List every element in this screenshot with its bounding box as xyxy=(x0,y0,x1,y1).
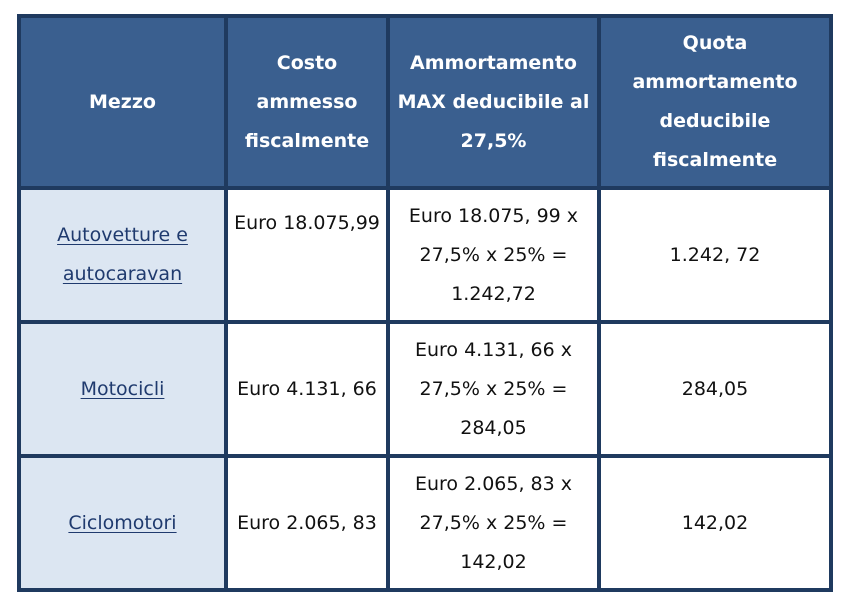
ammortamento-line: 27,5% x 25% = xyxy=(419,511,568,534)
ammortamento-line: 27,5% x 25% = xyxy=(419,377,568,400)
row-autovetture-quota: 1.242, 72 xyxy=(601,190,829,320)
ammortamento-line: Euro 4.131, 66 x xyxy=(414,338,573,361)
link-autocaravan[interactable]: autocaravan xyxy=(62,263,183,285)
row-ciclomotori-mezzo: Ciclomotori xyxy=(21,458,224,588)
link-ciclomotori[interactable]: Ciclomotori xyxy=(68,511,177,534)
quota-value: 284,05 xyxy=(681,377,749,400)
row-autovetture-costo: Euro 18.075,99 xyxy=(228,190,386,320)
header-ammortamento-line: MAX deducibile al xyxy=(397,90,590,113)
header-quota-line: Quota xyxy=(682,32,748,54)
row-motocicli-costo: Euro 4.131, 66 xyxy=(228,324,386,454)
costo-value: Euro 18.075,99 xyxy=(234,212,380,234)
row-motocicli-mezzo: Motocicli xyxy=(21,324,224,454)
header-quota-line: fiscalmente xyxy=(652,149,778,171)
quota-value: 1.242, 72 xyxy=(669,243,761,266)
ammortamento-line: 27,5% x 25% = xyxy=(419,243,568,266)
ammortamento-line: 284,05 xyxy=(460,416,527,439)
header-ammortamento: Ammortamento MAX deducibile al 27,5% xyxy=(390,18,597,186)
costo-value: Euro 2.065, 83 xyxy=(237,511,377,534)
row-autovetture-mezzo: Autovetture e autocaravan xyxy=(21,190,224,320)
row-ciclomotori-ammortamento: Euro 2.065, 83 x 27,5% x 25% = 142,02 xyxy=(390,458,597,588)
deduction-table: Mezzo Costo ammesso fiscalmente Ammortam… xyxy=(17,14,833,592)
header-ammortamento-line: 27,5% xyxy=(460,129,527,152)
header-ammortamento-line: Ammortamento xyxy=(410,51,577,74)
header-quota-line: ammortamento xyxy=(632,71,798,93)
header-costo-line: fiscalmente xyxy=(244,129,370,152)
header-mezzo-label: Mezzo xyxy=(89,90,156,113)
header-costo-line: ammesso xyxy=(256,90,358,113)
link-autovetture[interactable]: Autovetture e xyxy=(57,224,188,246)
row-ciclomotori-costo: Euro 2.065, 83 xyxy=(228,458,386,588)
ammortamento-line: Euro 18.075, 99 x xyxy=(408,204,579,227)
ammortamento-line: 142,02 xyxy=(460,550,527,573)
header-quota-line: deducibile xyxy=(659,110,771,132)
header-costo-line: Costo xyxy=(276,51,338,74)
row-motocicli-ammortamento: Euro 4.131, 66 x 27,5% x 25% = 284,05 xyxy=(390,324,597,454)
ammortamento-line: Euro 2.065, 83 x xyxy=(414,472,573,495)
link-motocicli[interactable]: Motocicli xyxy=(80,377,165,400)
costo-value: Euro 4.131, 66 xyxy=(237,377,377,400)
quota-value: 142,02 xyxy=(681,511,749,534)
row-ciclomotori-quota: 142,02 xyxy=(601,458,829,588)
header-mezzo: Mezzo xyxy=(21,18,224,186)
row-autovetture-ammortamento: Euro 18.075, 99 x 27,5% x 25% = 1.242,72 xyxy=(390,190,597,320)
row-motocicli-quota: 284,05 xyxy=(601,324,829,454)
header-quota: Quota ammortamento deducibile fiscalment… xyxy=(601,18,829,186)
ammortamento-line: 1.242,72 xyxy=(451,282,536,305)
header-costo: Costo ammesso fiscalmente xyxy=(228,18,386,186)
